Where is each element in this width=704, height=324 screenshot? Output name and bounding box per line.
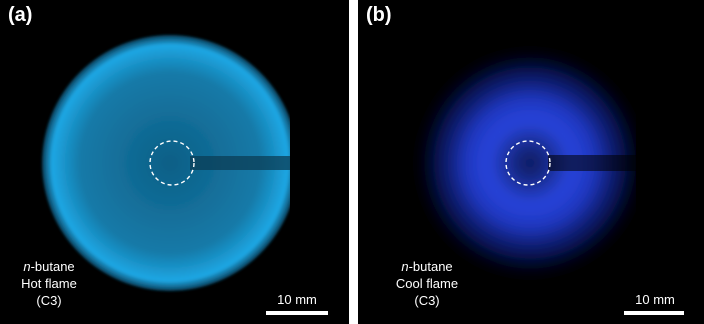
fuel-suffix: -butane [30, 259, 75, 274]
cool-flame-image [412, 45, 638, 281]
panel-cool-flame: (b) n-butane Cool flame (C3) 10 mm [358, 0, 704, 324]
fuel-prefix: n [401, 259, 409, 274]
hot-flame-image [42, 35, 290, 291]
panel-hot-flame: (a) n-butane Hot flame (C3) 10 mm [0, 0, 349, 324]
scalebar-label: 10 mm [635, 292, 675, 307]
flame-type: Hot flame [21, 276, 77, 291]
scalebar [266, 311, 328, 315]
panel-label: (b) [366, 4, 392, 26]
needle-shadow [548, 155, 638, 171]
panel-caption: n-butane Hot flame (C3) [18, 258, 80, 309]
flame-type: Cool flame [395, 276, 459, 291]
dashed-circle-marker [149, 140, 195, 186]
condition-label: (C3) [36, 293, 62, 308]
panel-caption: n-butane Cool flame (C3) [382, 258, 472, 309]
dashed-circle-marker [505, 140, 551, 186]
fuel-prefix: n [23, 259, 31, 274]
hot-flame-disc [42, 35, 290, 291]
scalebar-label: 10 mm [277, 292, 317, 307]
cool-flame-glow [412, 45, 636, 281]
condition-label: (C3) [414, 293, 440, 308]
needle-shadow [190, 156, 290, 170]
panel-label: (a) [8, 4, 33, 26]
scalebar [624, 311, 684, 315]
fuel-suffix: -butane [408, 259, 453, 274]
